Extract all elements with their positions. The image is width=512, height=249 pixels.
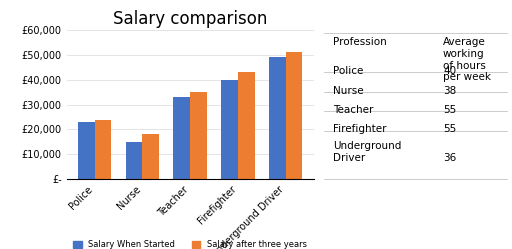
Text: Police: Police — [333, 66, 364, 76]
Bar — [190, 92, 207, 179]
Bar — [269, 57, 286, 179]
Text: 55: 55 — [443, 124, 456, 134]
Text: Teacher: Teacher — [333, 105, 374, 115]
Text: Average
working
of hours
per week: Average working of hours per week — [443, 37, 491, 82]
Title: Salary comparison: Salary comparison — [113, 10, 267, 28]
Text: 36: 36 — [443, 153, 456, 163]
Legend: Salary When Started, Salary after three years: Salary When Started, Salary after three … — [70, 237, 310, 249]
Bar — [174, 97, 190, 179]
Bar — [238, 72, 254, 179]
Text: Profession: Profession — [333, 37, 387, 47]
Bar — [78, 122, 95, 179]
Bar — [221, 80, 238, 179]
Bar — [125, 142, 142, 179]
Text: Underground
Driver: Underground Driver — [333, 141, 402, 163]
Bar — [286, 52, 303, 179]
Bar — [95, 120, 111, 179]
Text: Nurse: Nurse — [333, 86, 364, 96]
Text: Firefighter: Firefighter — [333, 124, 387, 134]
Text: 38: 38 — [443, 86, 456, 96]
Text: 55: 55 — [443, 105, 456, 115]
Bar — [142, 134, 159, 179]
Text: 40: 40 — [443, 66, 456, 76]
